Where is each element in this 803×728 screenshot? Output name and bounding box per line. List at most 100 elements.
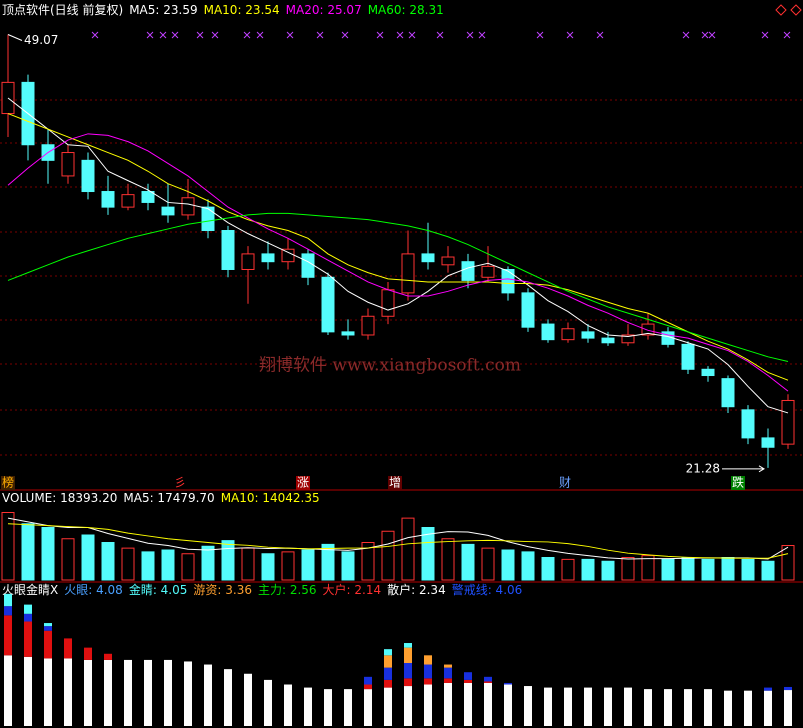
indicator-segment: [644, 689, 652, 726]
legend-entry: MA10: 23.54: [204, 3, 280, 17]
indicator-segment: [544, 687, 552, 726]
indicator-segment: [764, 690, 772, 726]
indicator-segment: [444, 678, 452, 683]
indicator-segment: [44, 623, 52, 627]
marker-icon: [146, 31, 154, 39]
marker-icon: [396, 31, 404, 39]
indicator-segment: [464, 682, 472, 726]
volume-bar: [161, 549, 175, 581]
marker-icon: [286, 31, 294, 39]
volume-bar: [321, 543, 335, 581]
volume-bar: [701, 558, 715, 581]
volume-ma-line: [7, 523, 789, 559]
legend-entry: 散户: 2.34: [387, 582, 446, 597]
indicator-segment: [244, 673, 252, 726]
indicator-segment: [784, 690, 792, 726]
indicator-segment: [224, 669, 232, 726]
panel-title: 火眼金睛X: [2, 582, 58, 597]
indicator-segment: [524, 686, 532, 726]
marker-icon: [256, 31, 264, 39]
panel-title: VOLUME: 18393.20: [2, 491, 117, 505]
volume-bar: [741, 558, 755, 581]
candle-body: [381, 289, 395, 317]
volume-bar: [641, 555, 655, 581]
volume-bar: [141, 551, 155, 581]
candle-body: [221, 230, 235, 270]
candle-body: [681, 343, 695, 370]
icon[interactable]: [775, 4, 787, 16]
indicator-segment: [404, 647, 412, 663]
candle-body: [401, 253, 415, 294]
indicator-segment: [24, 656, 32, 726]
indicator-segment: [364, 689, 372, 726]
indicator-segment: [404, 678, 412, 687]
volume-bar: [501, 549, 515, 581]
indicator-segment: [424, 678, 432, 685]
high-annotation: 49.07: [24, 33, 58, 47]
volume-bar: [361, 542, 375, 581]
icon[interactable]: [790, 4, 802, 16]
volume-bar: [281, 551, 295, 581]
volume-bar: [521, 551, 535, 581]
legend-entry: MA5: 17479.70: [123, 491, 214, 505]
indicator-segment: [744, 690, 752, 726]
event-tag: 涨: [297, 475, 309, 490]
indicator-segment: [684, 689, 692, 726]
annotation-arrow: [722, 465, 765, 473]
indicator-segment: [64, 658, 72, 726]
marker-icon: [316, 31, 324, 39]
indicator-segment: [4, 655, 12, 726]
volume-bar: [581, 558, 595, 581]
indicator-segment: [104, 659, 112, 726]
indicator-segment: [704, 689, 712, 726]
marker-icon: [466, 31, 474, 39]
candle-body: [321, 276, 335, 333]
volume-bar: [601, 560, 615, 581]
candle-body: [561, 328, 575, 341]
indicator-segment: [64, 638, 72, 659]
volume-bar: [781, 545, 795, 581]
volume-bar: [661, 558, 675, 581]
indicator-segment: [764, 687, 772, 691]
indicator-segment: [784, 686, 792, 691]
marker-icon: [91, 31, 99, 39]
candle-body: [481, 265, 495, 278]
ma-line: [7, 133, 789, 392]
candle-body: [721, 378, 735, 408]
low-annotation: 21.28: [686, 461, 720, 475]
marker-icon: [243, 31, 251, 39]
legend-entry: MA20: 25.07: [286, 3, 362, 17]
candle-body: [641, 323, 655, 336]
marker-icon: [478, 31, 486, 39]
marker-icon: [783, 31, 791, 39]
indicator-segment: [364, 684, 372, 690]
event-tag: 跌: [732, 475, 744, 490]
indicator-segment: [404, 686, 412, 726]
marker-icon: [171, 31, 179, 39]
legend-entry: 金睛: 4.05: [129, 582, 188, 597]
volume-bar: [441, 538, 455, 581]
indicator-segment: [184, 661, 192, 726]
marker-icon: [536, 31, 544, 39]
volume-bar: [221, 540, 235, 581]
candle-body: [1, 81, 15, 115]
candle-body: [261, 253, 275, 263]
indicator-segment: [344, 689, 352, 726]
indicator-segment: [424, 684, 432, 726]
candle-body: [761, 437, 775, 448]
panel-title: 顶点软件(日线 前复权): [2, 2, 123, 17]
candle-body: [441, 256, 455, 266]
candle-body: [421, 253, 435, 263]
candle-body: [581, 331, 595, 339]
indicator-segment: [424, 664, 432, 679]
tag-bg: [731, 476, 745, 490]
indicator-segment: [284, 684, 292, 726]
indicator-segment: [104, 653, 112, 660]
candle-body: [121, 194, 135, 208]
top-icons: [775, 4, 802, 16]
indicator-segment: [404, 643, 412, 648]
marker-icon: [566, 31, 574, 39]
indicator-segment: [44, 626, 52, 631]
indicator-segment: [4, 615, 12, 656]
